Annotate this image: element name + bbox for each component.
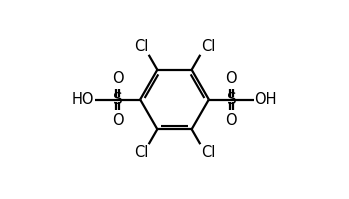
Text: O: O xyxy=(225,71,237,86)
Text: O: O xyxy=(225,113,237,128)
Text: Cl: Cl xyxy=(134,39,148,54)
Text: O: O xyxy=(112,113,124,128)
Text: Cl: Cl xyxy=(201,145,215,160)
Text: OH: OH xyxy=(254,92,277,107)
Text: S: S xyxy=(113,92,122,107)
Text: O: O xyxy=(112,71,124,86)
Text: S: S xyxy=(227,92,236,107)
Text: Cl: Cl xyxy=(134,145,148,160)
Text: Cl: Cl xyxy=(201,39,215,54)
Text: HO: HO xyxy=(72,92,95,107)
